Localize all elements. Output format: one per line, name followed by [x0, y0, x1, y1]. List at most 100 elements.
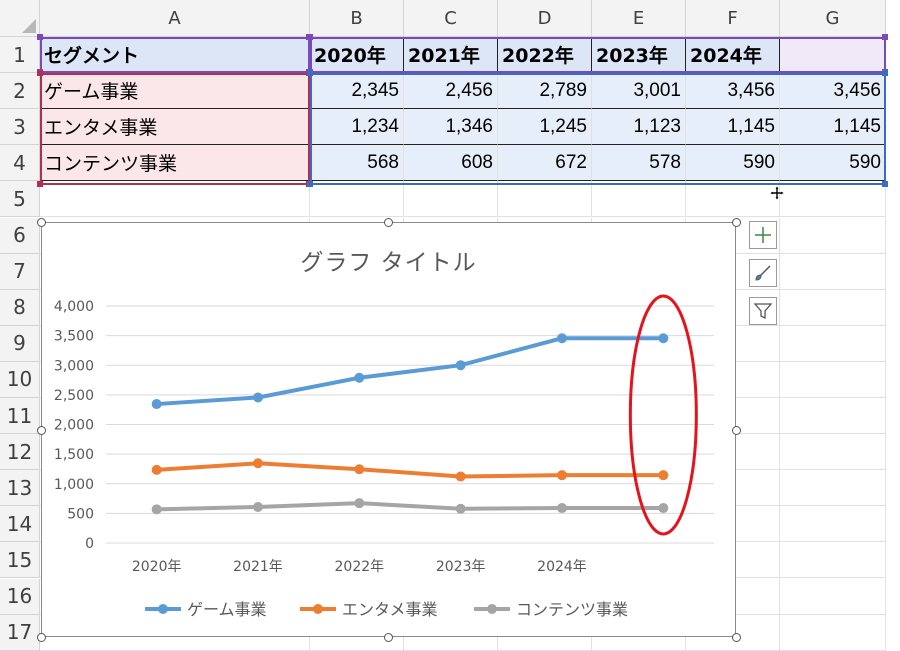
data-point[interactable] — [354, 372, 365, 383]
legend-entry[interactable]: コンテンツ事業 — [516, 600, 628, 619]
column-header-C[interactable]: C — [404, 0, 498, 37]
series-line-1[interactable] — [154, 461, 666, 479]
row-header-9[interactable]: 9 — [0, 325, 40, 362]
row-header-1[interactable]: 1 — [0, 37, 40, 74]
value-cell[interactable]: 1,346 — [404, 109, 498, 146]
segment-name-cell[interactable]: エンタメ事業 — [40, 109, 310, 146]
data-point[interactable] — [658, 503, 669, 514]
value-cell[interactable]: 3,001 — [592, 73, 686, 110]
value-cell[interactable]: 2,456 — [404, 73, 498, 110]
empty-cell[interactable] — [404, 181, 498, 218]
empty-cell[interactable] — [780, 325, 886, 362]
data-point[interactable] — [151, 464, 162, 475]
segment-name-cell[interactable]: コンテンツ事業 — [40, 145, 310, 182]
column-header-A[interactable]: A — [40, 0, 310, 37]
data-point[interactable] — [557, 470, 567, 481]
data-point[interactable] — [455, 360, 466, 371]
value-cell[interactable]: 1,234 — [310, 109, 404, 146]
row-header-16[interactable]: 16 — [0, 578, 40, 615]
empty-cell[interactable] — [780, 578, 886, 615]
data-point[interactable] — [253, 392, 263, 403]
data-point[interactable] — [658, 333, 669, 344]
chart-filters-button[interactable] — [749, 297, 777, 325]
line-chart[interactable]: グラフ タイトル 0 500 1,000 1,500 2,000 2,500 3,000 3,… — [41, 222, 736, 637]
column-header-D[interactable]: D — [498, 0, 592, 37]
row-header-6[interactable]: 6 — [0, 217, 40, 254]
data-point[interactable] — [151, 504, 162, 515]
row-header-11[interactable]: 11 — [0, 398, 40, 435]
value-cell[interactable]: 568 — [310, 145, 404, 182]
empty-cell[interactable] — [780, 181, 886, 218]
value-cell[interactable]: 672 — [498, 145, 592, 182]
row-header-8[interactable]: 8 — [0, 289, 40, 326]
series-line-0[interactable] — [154, 336, 666, 407]
empty-cell[interactable] — [780, 217, 886, 254]
row-header-2[interactable]: 2 — [0, 73, 40, 110]
row-header-10[interactable]: 10 — [0, 361, 40, 398]
value-cell[interactable]: 1,145 — [686, 109, 780, 146]
row-header-7[interactable]: 7 — [0, 253, 40, 290]
empty-cell[interactable] — [498, 181, 592, 218]
table-header-cell[interactable]: 2024年 — [686, 37, 780, 74]
chart-resize-handle[interactable] — [383, 217, 393, 227]
value-cell[interactable]: 2,345 — [310, 73, 404, 110]
chart-elements-button[interactable] — [749, 221, 777, 249]
value-cell[interactable]: 2,789 — [498, 73, 592, 110]
legend-entry[interactable]: エンタメ事業 — [342, 600, 438, 619]
column-header-E[interactable]: E — [592, 0, 686, 37]
value-cell[interactable]: 590 — [780, 145, 886, 182]
empty-cell[interactable] — [310, 181, 404, 218]
chart-resize-handle[interactable] — [731, 217, 741, 227]
value-cell[interactable]: 3,456 — [780, 73, 886, 110]
empty-cell[interactable] — [780, 253, 886, 290]
empty-cell[interactable] — [780, 542, 886, 579]
empty-cell[interactable] — [40, 181, 310, 218]
empty-cell[interactable] — [686, 181, 780, 218]
column-header-G[interactable]: G — [780, 0, 886, 37]
value-cell[interactable]: 3,456 — [686, 73, 780, 110]
empty-cell[interactable] — [780, 361, 886, 398]
row-header-3[interactable]: 3 — [0, 109, 40, 146]
row-header-17[interactable]: 17 — [0, 614, 40, 651]
row-header-14[interactable]: 14 — [0, 506, 40, 543]
empty-cell[interactable] — [780, 470, 886, 507]
value-cell[interactable]: 590 — [686, 145, 780, 182]
segment-name-cell[interactable]: ゲーム事業 — [40, 73, 310, 110]
data-point[interactable] — [455, 471, 466, 482]
value-cell[interactable]: 1,245 — [498, 109, 592, 146]
chart-resize-handle[interactable] — [36, 425, 46, 435]
chart-resize-handle[interactable] — [36, 217, 46, 227]
empty-cell[interactable] — [592, 181, 686, 218]
table-header-cell[interactable]: 2021年 — [404, 37, 498, 74]
select-all-corner[interactable] — [0, 0, 40, 37]
table-header-cell[interactable]: セグメント — [40, 37, 310, 74]
value-cell[interactable]: 1,123 — [592, 109, 686, 146]
chart-resize-handle[interactable] — [731, 632, 741, 642]
row-header-4[interactable]: 4 — [0, 145, 40, 182]
chart-styles-button[interactable] — [749, 259, 777, 287]
series-line-2[interactable] — [154, 501, 666, 512]
row-header-15[interactable]: 15 — [0, 542, 40, 579]
chart-title[interactable]: グラフ タイトル — [300, 250, 477, 276]
data-point[interactable] — [253, 501, 263, 512]
chart-resize-handle[interactable] — [383, 632, 393, 642]
value-cell[interactable]: 578 — [592, 145, 686, 182]
value-cell[interactable]: 608 — [404, 145, 498, 182]
empty-cell[interactable] — [780, 398, 886, 435]
value-cell[interactable]: 1,145 — [780, 109, 886, 146]
data-point[interactable] — [658, 470, 669, 481]
data-point[interactable] — [557, 333, 567, 344]
empty-cell[interactable] — [780, 614, 886, 651]
data-point[interactable] — [354, 464, 365, 475]
empty-cell[interactable] — [780, 434, 886, 471]
data-point[interactable] — [151, 399, 162, 410]
column-header-B[interactable]: B — [310, 0, 404, 37]
chart-resize-handle[interactable] — [731, 425, 741, 435]
table-header-cell[interactable]: 2023年 — [592, 37, 686, 74]
table-header-cell[interactable]: 2020年 — [310, 37, 404, 74]
table-header-cell[interactable] — [780, 37, 886, 74]
row-header-13[interactable]: 13 — [0, 470, 40, 507]
column-header-F[interactable]: F — [686, 0, 780, 37]
data-point[interactable] — [354, 498, 365, 509]
empty-cell[interactable] — [780, 506, 886, 543]
